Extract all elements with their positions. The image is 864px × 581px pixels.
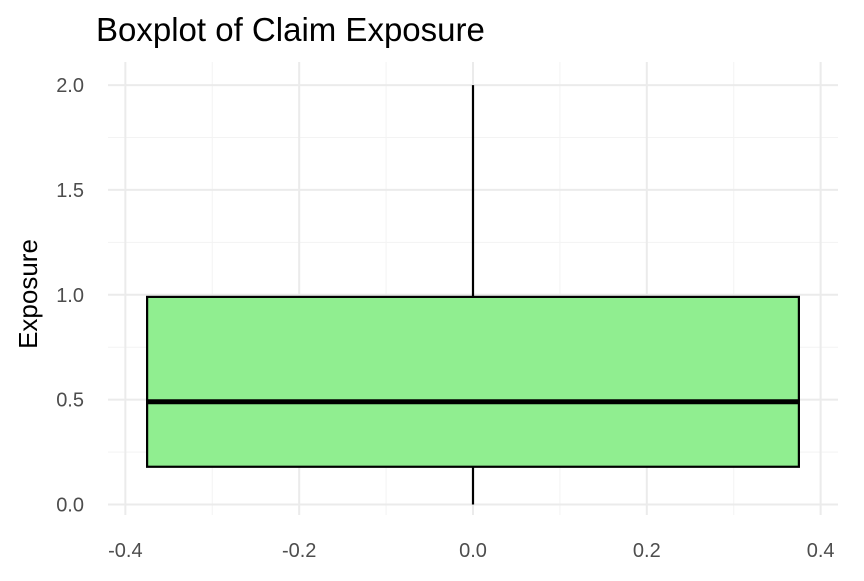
y-axis-label: Exposure: [13, 239, 43, 349]
y-tick-label: 1.0: [56, 285, 84, 307]
chart-title: Boxplot of Claim Exposure: [96, 11, 485, 48]
x-tick-label: 0.4: [807, 540, 835, 562]
y-tick-label: 1.5: [56, 180, 84, 202]
x-tick-label: 0.0: [459, 540, 487, 562]
interquartile-box: [146, 295, 800, 468]
x-tick-label: 0.2: [633, 540, 661, 562]
y-tick-label: 2.0: [56, 75, 84, 97]
x-tick-label: -0.2: [282, 540, 316, 562]
box-marks: [146, 85, 800, 505]
tick-labels: -0.4 -0.2 0.0 0.2 0.4 0.0 0.5 1.0 1.5 2.0: [56, 75, 834, 562]
x-tick-label: -0.4: [108, 540, 142, 562]
y-tick-label: 0.0: [56, 495, 84, 517]
y-tick-label: 0.5: [56, 390, 84, 412]
